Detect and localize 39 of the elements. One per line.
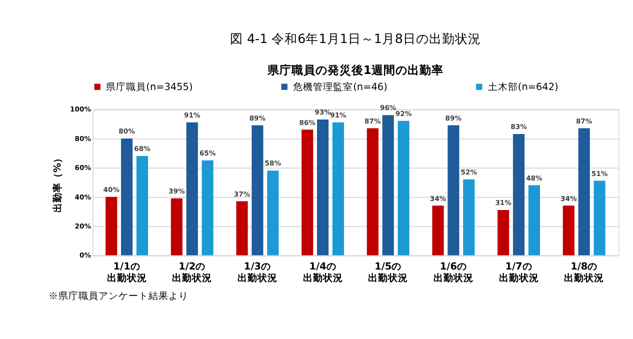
x-tick-label: 1/1の出勤状況 [106, 261, 147, 284]
bar [121, 138, 133, 256]
bar [512, 134, 525, 256]
legend-label: 土木部(n=642) [488, 80, 558, 93]
y-axis-title: 出勤率（%） [51, 152, 64, 213]
bar [382, 115, 394, 256]
bar [252, 125, 264, 256]
x-tick-label: 1/5の出勤状況 [368, 261, 408, 284]
bar [267, 170, 279, 256]
chart-subtitle: 県庁職員の発災後1週間の出勤率 [266, 63, 444, 78]
bar [186, 122, 198, 256]
bar [170, 198, 182, 256]
bar [498, 210, 510, 256]
bar [463, 179, 475, 256]
bar [448, 125, 460, 256]
x-tick-label: 1/4の出勤状況 [302, 261, 343, 284]
x-tick-label: 1/7の出勤状況 [498, 261, 539, 284]
bar [236, 201, 248, 256]
bar [432, 206, 444, 256]
bar [136, 156, 148, 256]
bar [302, 130, 314, 256]
x-tick-label: 1/6の出勤状況 [433, 261, 474, 284]
bar [317, 119, 329, 256]
text: ※県庁職員アンケート結果より [48, 290, 189, 302]
x-tick-label: 1/3の出勤状況 [237, 261, 278, 284]
bar [528, 185, 540, 256]
legend-label: 危機管理監室(n=46) [293, 80, 388, 93]
bar [332, 122, 344, 256]
x-tick-label: 1/8の出勤状況 [564, 261, 604, 284]
legend-label: 県庁職員(n=3455) [106, 80, 193, 93]
bar [594, 180, 606, 256]
bar [202, 160, 214, 256]
bar [562, 206, 574, 256]
bar [366, 128, 378, 256]
bar [106, 196, 118, 256]
bar [578, 128, 590, 256]
bar [398, 120, 410, 256]
chart-title: 図 4-1 令和6年1月1日～1月8日の出勤状況 [230, 31, 481, 46]
x-tick-label: 1/2の出勤状況 [172, 261, 212, 284]
